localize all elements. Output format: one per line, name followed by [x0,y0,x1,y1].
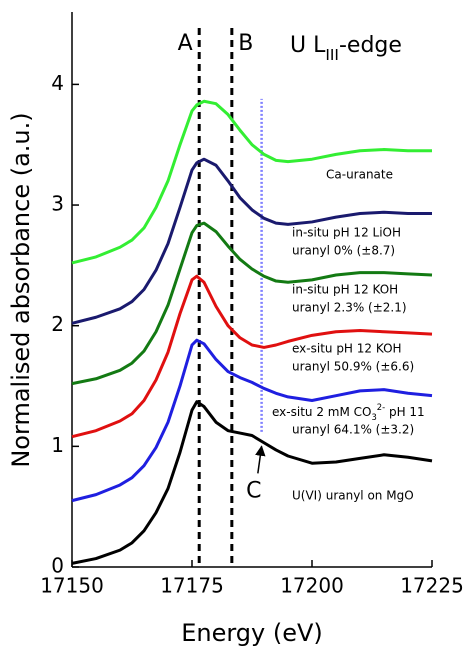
series-line [71,221,433,386]
y-tick-label: 1 [51,433,64,457]
series-note: uranyl 0% (±8.7) [292,244,395,258]
x-tick-label: 17225 [400,574,464,598]
series-note: uranyl 50.9% (±6.6) [292,360,414,374]
series-line [71,99,432,265]
y-tick-label: 2 [51,312,64,336]
series-label: ex-situ 2 mM CO32- pH 11 [272,402,425,422]
arrow [255,445,266,474]
y-tick-label: 0 [51,554,64,578]
series-label-part: 2- [377,402,385,412]
series-label-part: pH 11 [385,405,425,419]
x-axis-title: Energy (eV) [181,619,323,647]
series-line [71,400,433,565]
series-label-part: 3 [371,412,376,422]
series-label: Ca-uranate [326,168,393,182]
edge-label: U LIII-edge [290,33,402,64]
x-tick-label: 17200 [280,574,344,598]
series-line [71,274,433,439]
reference-label: A [178,31,193,56]
y-axis-title: Normalised absorbance (a.u.) [7,112,35,467]
series-note: uranyl 64.1% (±3.2) [292,423,414,437]
reference-label: B [238,31,253,56]
x-tick-label: 17150 [40,574,104,598]
arrow-label: C [246,478,261,503]
series-label: in-situ pH 12 KOH [292,283,398,297]
edge-label-part: U L [290,33,326,58]
series-line [71,338,433,503]
x-tick-label: 17175 [160,574,224,598]
series-label: U(VI) uranyl on MgO [292,489,414,503]
y-tick-label: 4 [51,71,64,95]
y-tick-label: 3 [51,192,64,216]
series-label: in-situ pH 12 LiOH [292,226,401,240]
series-line [71,157,432,325]
series-label-part: ex-situ 2 mM CO [272,405,371,419]
series-note: uranyl 2.3% (±2.1) [292,301,407,315]
series-label: ex-situ pH 12 KOH [292,342,402,356]
edge-label-part: -edge [339,33,402,58]
edge-label-part: III [325,46,339,64]
